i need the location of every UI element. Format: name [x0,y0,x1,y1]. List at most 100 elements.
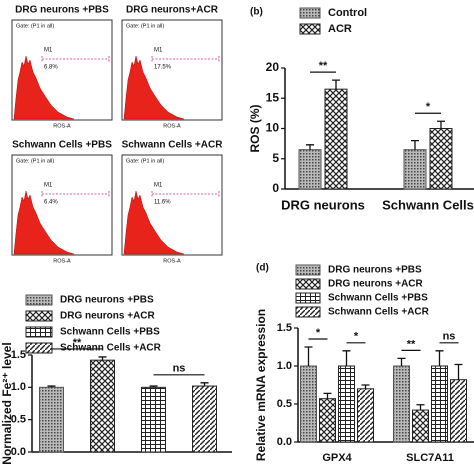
legend-label: Schwann Cells +ACR [328,307,430,318]
error-bar [361,384,370,389]
flow-gate-line [41,56,110,62]
bar [429,128,453,190]
legend-swatch [299,7,321,19]
flow-histogram [123,190,185,255]
y-tick-label: 1.5 [277,322,292,334]
bar [300,365,317,443]
significance-label: ns [173,363,186,375]
flow-title: DRG neurons +PBS [15,5,109,16]
legend-swatch [25,294,53,306]
legend-swatch [25,326,53,338]
significance-label: * [316,327,321,339]
legend-swatch [295,264,321,276]
y-tick-label: 1.5 [11,349,26,361]
error-bar [98,356,107,361]
bar [192,385,217,453]
flow-panel: DRG neurons +PBS Gate: (P1 in all) M1 6.8% R… [11,5,113,129]
flow-panel: Schwann Cells +PBS Gate: (P1 in all) M1 6.4… [11,140,113,264]
legend-label: DRG neurons +PBS [328,265,422,276]
flow-x-label: ROS-A [163,258,181,264]
y-axis-label: ROS (%) [248,104,262,152]
bar [324,88,348,190]
flow-x-label: ROS-A [53,123,71,129]
flow-gate: Gate: (P1 in all) [126,23,164,29]
bar [338,365,355,443]
x-tick-label: Schwann Cells [382,197,474,212]
significance-label: ** [407,338,416,350]
flow-title: Schwann Cells +ACR [122,140,224,151]
error-bar [200,382,209,387]
flow-percent: 6.8% [44,65,58,71]
flow-marker: M1 [154,48,163,54]
flow-marker: M1 [44,48,53,54]
flow-gate: Gate: (P1 in all) [16,158,54,164]
bar [431,365,448,443]
bar [141,386,166,453]
bar [403,149,427,190]
bar [412,409,429,443]
flow-gate: Gate: (P1 in all) [16,23,54,29]
bar [39,386,64,453]
significance-label: * [426,101,431,113]
error-bar [454,363,463,380]
flow-gate-line [41,191,110,197]
legend-label: DRG neurons +ACR [328,279,424,290]
x-tick-label: GPX4 [322,452,352,464]
error-bar [47,385,56,388]
legend-swatch [25,310,53,322]
y-tick-label: 5 [272,151,279,165]
error-bar [416,404,425,411]
legend-swatch [25,342,53,354]
legend-label: DRG neurons +PBS [60,295,154,306]
y-tick-label: 1.0 [277,360,292,372]
bar [90,359,115,453]
legend-swatch [295,306,321,318]
significance-label: ** [319,60,328,72]
legend-label: Schwann Cells +PBS [60,327,160,338]
y-axis-label: Normalized Fe²⁺ level [0,342,14,464]
error-bar [332,79,340,90]
legend-label: Control [328,7,367,19]
panel-label: (d) [256,263,269,274]
error-bar [342,350,351,366]
y-tick-label: 15 [266,90,280,104]
flow-histogram [123,55,185,120]
y-tick-label: 0 [272,181,279,195]
legend-label: ACR [328,23,352,35]
flow-percent: 11.6% [154,200,171,206]
legend-swatch [299,23,321,35]
y-tick-label: 10 [266,121,280,135]
x-tick-label: SLC7A11 [406,452,454,464]
x-tick-label: DRG neurons [281,197,365,212]
error-bar [411,139,419,150]
y-tick-label: 1.0 [11,381,26,393]
legend-label: Schwann Cells +PBS [328,293,428,304]
flow-percent: 6.4% [44,200,58,206]
y-tick-label: 20 [266,60,280,74]
bar [393,365,410,443]
bar [319,398,336,443]
flow-title: Schwann Cells +PBS [12,140,112,151]
y-tick-label: 0.0 [11,446,26,458]
flow-x-label: ROS-A [163,123,181,129]
flow-marker: M1 [154,183,163,189]
flow-panel: Schwann Cells +ACR Gate: (P1 in all) M1 11.… [121,140,224,264]
legend-label: DRG neurons +ACR [60,311,156,322]
flow-title: DRG neurons+ACR [126,5,219,16]
bar [357,388,374,443]
flow-x-label: ROS-A [53,258,71,264]
y-axis-label: Relative mRNA expression [254,309,268,461]
error-bar [306,144,314,150]
flow-percent: 17.5% [154,65,172,71]
flow-histogram [13,55,75,120]
bar [298,149,322,190]
legend-label: Schwann Cells +ACR [60,343,162,354]
y-tick-label: 0.0 [277,436,292,448]
error-bar [304,346,313,366]
error-bar [149,385,158,388]
flow-marker: M1 [44,183,53,189]
bar [450,379,467,443]
legend-swatch [295,278,321,290]
flow-panel: DRG neurons+ACR Gate: (P1 in all) M1 17.5% R… [121,5,223,129]
